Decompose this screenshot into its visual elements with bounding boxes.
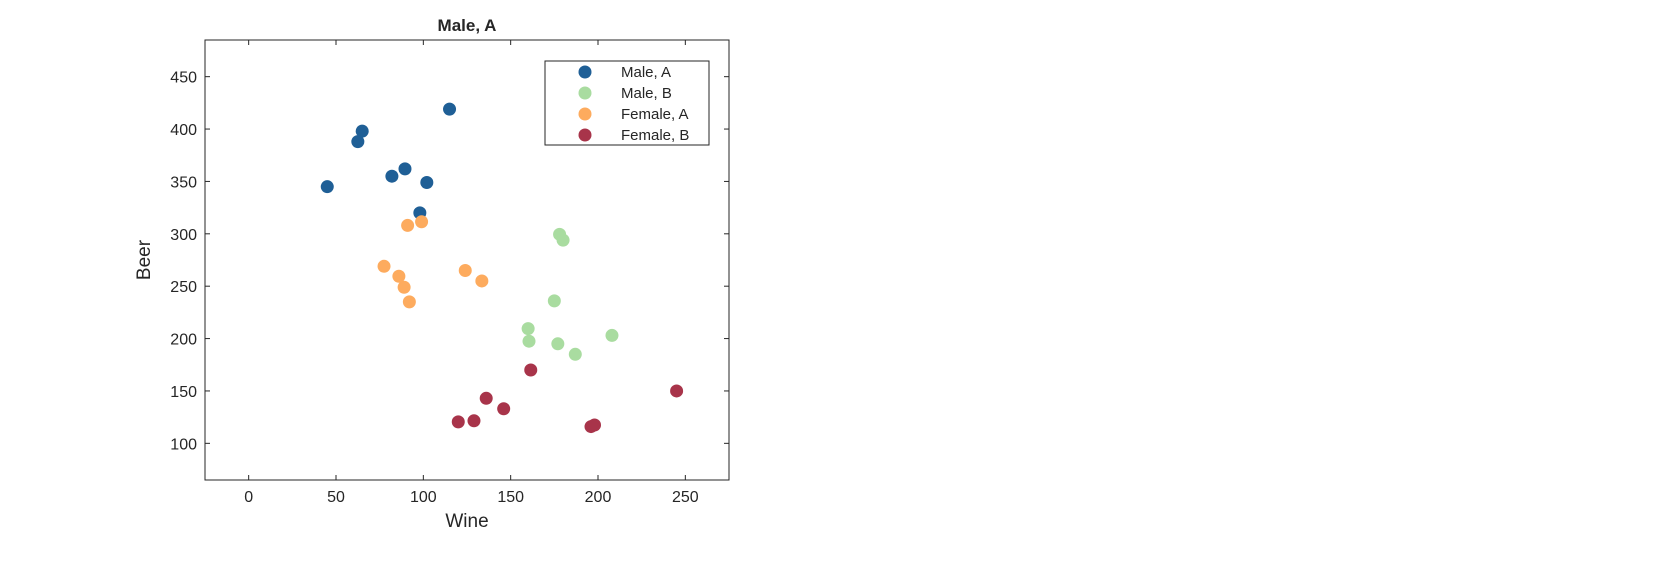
data-point — [467, 414, 481, 428]
x-tick-label: 0 — [244, 489, 253, 506]
x-tick-label: 100 — [410, 489, 437, 506]
y-axis-label: Beer — [134, 239, 155, 280]
y-tick-label: 100 — [170, 436, 197, 453]
y-tick-label: 400 — [170, 122, 197, 139]
x-axis-label: Wine — [445, 511, 488, 532]
series-male-b — [521, 227, 619, 361]
data-point — [320, 180, 334, 194]
legend-marker — [578, 86, 592, 100]
y-tick-label: 300 — [170, 227, 197, 244]
data-point — [556, 233, 570, 247]
legend-marker — [578, 128, 592, 142]
legend-marker — [578, 107, 592, 121]
y-tick-label: 150 — [170, 384, 197, 401]
series-male-a — [320, 102, 457, 220]
data-point — [351, 135, 365, 149]
data-point — [420, 175, 434, 189]
data-point — [551, 337, 565, 351]
data-point — [402, 295, 416, 309]
y-tick-label: 200 — [170, 332, 197, 349]
legend-box — [544, 60, 710, 146]
chart-title: Male, A — [438, 16, 497, 35]
data-point — [398, 162, 412, 176]
data-point — [588, 418, 602, 432]
x-tick-label: 200 — [585, 489, 612, 506]
data-point — [443, 102, 457, 116]
data-point — [547, 294, 561, 308]
data-point — [392, 269, 406, 283]
data-point — [521, 322, 535, 336]
data-point — [355, 124, 369, 138]
data-point — [497, 402, 511, 416]
legend-label: Female, B — [621, 127, 689, 144]
legend-label: Female, A — [621, 106, 689, 123]
x-tick-label: 250 — [672, 489, 699, 506]
series-female-b — [451, 363, 684, 434]
data-point — [522, 334, 536, 348]
data-point — [401, 218, 415, 232]
data-point — [415, 215, 429, 229]
data-point — [377, 259, 391, 273]
legend-label: Male, A — [621, 64, 671, 81]
plot-area — [204, 39, 730, 481]
data-point — [479, 391, 493, 405]
data-point — [605, 328, 619, 342]
x-tick-label: 150 — [497, 489, 524, 506]
legend-label: Male, B — [621, 85, 672, 102]
data-point — [670, 384, 684, 398]
data-point — [524, 363, 538, 377]
y-tick-label: 350 — [170, 174, 197, 191]
data-point — [385, 169, 399, 183]
data-point — [451, 415, 465, 429]
data-point — [458, 263, 472, 277]
series-female-a — [377, 215, 489, 309]
legend-marker — [578, 65, 592, 79]
legend: Male, A Male, B Female, A Female, B — [544, 60, 710, 146]
data-point — [568, 347, 582, 361]
y-tick-label: 250 — [170, 279, 197, 296]
x-tick-label: 50 — [327, 489, 345, 506]
data-point — [397, 280, 411, 294]
data-point — [475, 274, 489, 288]
y-tick-label: 450 — [170, 70, 197, 87]
